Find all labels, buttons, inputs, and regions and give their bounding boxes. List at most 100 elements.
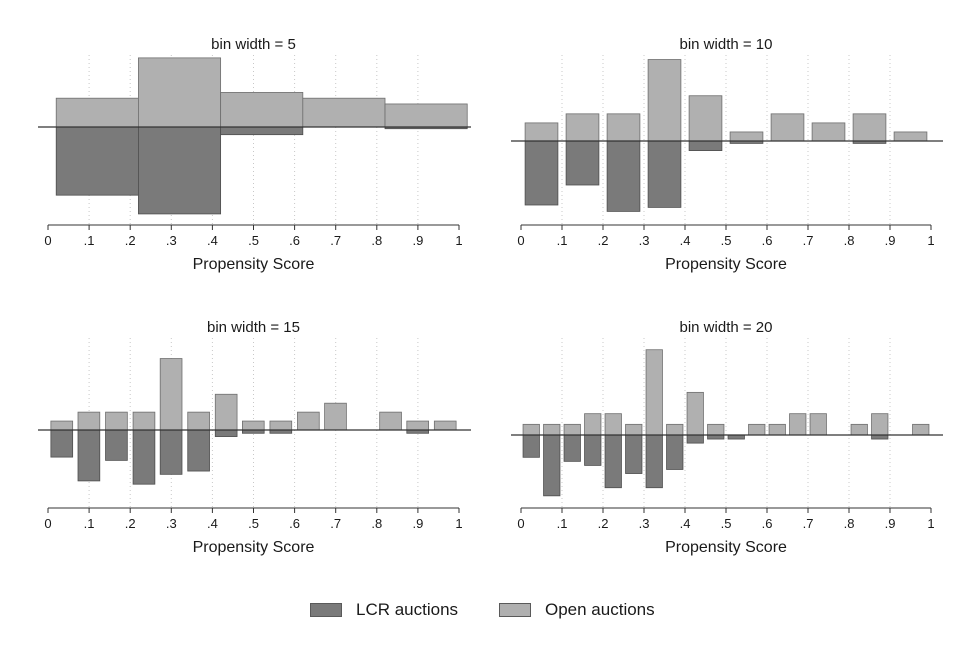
x-tick-label: .6 [289,516,300,531]
x-tick-label: 0 [44,233,51,248]
bar-open [269,420,293,431]
x-tick-label: .7 [803,516,814,531]
bar-open [563,423,581,436]
bar-lcr [214,429,238,437]
bar-open [214,393,238,431]
x-tick-label: .9 [885,233,896,248]
bar-lcr [688,140,723,151]
bar-lcr [604,434,622,489]
bar-open [302,97,386,128]
x-axis-label: Propensity Score [665,256,787,273]
x-tick-label: 1 [927,233,934,248]
legend-swatch-open [499,603,531,617]
bar-open [770,113,805,142]
bar-lcr [707,434,725,440]
bar-lcr [666,434,684,470]
bar-lcr [565,140,600,186]
bar-open [625,423,643,436]
x-tick-label: .8 [844,516,855,531]
legend-swatch-lcr [310,603,342,617]
bar-lcr [625,434,643,474]
bar-open [138,57,222,128]
panel-title: bin width = 5 [211,36,296,53]
panel-title: bin width = 20 [680,319,773,336]
legend: LCR auctions Open auctions [0,598,975,622]
x-axis-label: Propensity Score [193,539,315,556]
bar-lcr [77,429,101,482]
bar-open [220,92,304,128]
bar-open [565,113,600,142]
x-tick-label: .8 [844,233,855,248]
x-tick-label: 1 [927,516,934,531]
bar-open [132,411,156,431]
x-tick-label: .2 [598,233,609,248]
bar-open [584,413,602,436]
bar-lcr [543,434,561,497]
x-tick-label: .8 [371,516,382,531]
bar-open [524,122,559,142]
bar-open [406,420,429,431]
x-tick-label: 0 [517,233,524,248]
bar-lcr [187,429,210,472]
x-tick-label: .4 [680,516,691,531]
bar-open [242,420,265,431]
x-tick-label: .1 [84,233,95,248]
bar-open [297,411,320,431]
panel-title: bin width = 10 [680,36,773,53]
bar-open [187,411,210,431]
x-tick-label: .6 [762,233,773,248]
x-tick-label: .3 [639,516,650,531]
x-tick-label: .9 [412,516,423,531]
bar-open [768,423,786,436]
bar-open [647,59,682,142]
bar-open [159,358,183,431]
legend-label-open: Open auctions [545,600,655,619]
bar-open [666,423,684,436]
x-tick-label: .9 [412,233,423,248]
bar-lcr [522,434,540,458]
bar-lcr [871,434,889,440]
x-tick-label: .7 [330,516,341,531]
bar-lcr [584,434,602,466]
x-tick-label: .4 [207,516,218,531]
bar-open [850,423,868,436]
bar-lcr [138,126,222,215]
bar-open [50,420,74,431]
bar-open [384,103,468,128]
bar-lcr [563,434,581,462]
panel-1: bin width = 5 0 .1 .2 .3 .4 .5 .6 .7 .8 .9 1 Propens… [38,36,471,273]
bar-open [871,413,889,436]
bar-lcr [647,140,682,208]
x-tick-label: .5 [721,233,732,248]
x-tick-label: .1 [557,233,568,248]
x-tick-label: .2 [125,233,136,248]
bar-open [77,411,101,431]
x-tick-label: .6 [762,516,773,531]
bar-open [707,423,725,436]
bar-lcr [686,434,704,444]
legend-item-open: Open auctions [499,598,655,622]
bar-open [379,411,402,431]
panel-3: bin width = 15 0 .1 .2 .3 .4 .5 .6 .7 .8 .9 1 Propen… [38,319,471,556]
x-tick-label: .4 [207,233,218,248]
bar-lcr [105,429,128,461]
x-tick-label: .5 [248,233,259,248]
x-tick-label: 0 [44,516,51,531]
x-tick-label: 1 [455,516,462,531]
x-tick-label: 0 [517,516,524,531]
bar-open [543,423,561,436]
bar-lcr [606,140,641,212]
legend-item-lcr: LCR auctions [310,598,458,622]
bar-lcr [524,140,559,206]
bar-lcr [55,126,139,196]
panel-4: bin width = 20 0 .1 .2 .3 .4 .5 .6 .7 .8 .9 1 Propen… [511,319,943,556]
bar-open [645,349,663,436]
x-tick-label: .3 [166,233,177,248]
bar-open [324,402,347,431]
panel-2: bin width = 10 0 .1 .2 .3 .4 .5 .6 .7 .8 .9 1 Propen… [511,36,943,273]
x-tick-label: .9 [885,516,896,531]
bar-open [606,113,641,142]
x-tick-label: .6 [289,233,300,248]
x-tick-label: .4 [680,233,691,248]
x-tick-label: .2 [125,516,136,531]
